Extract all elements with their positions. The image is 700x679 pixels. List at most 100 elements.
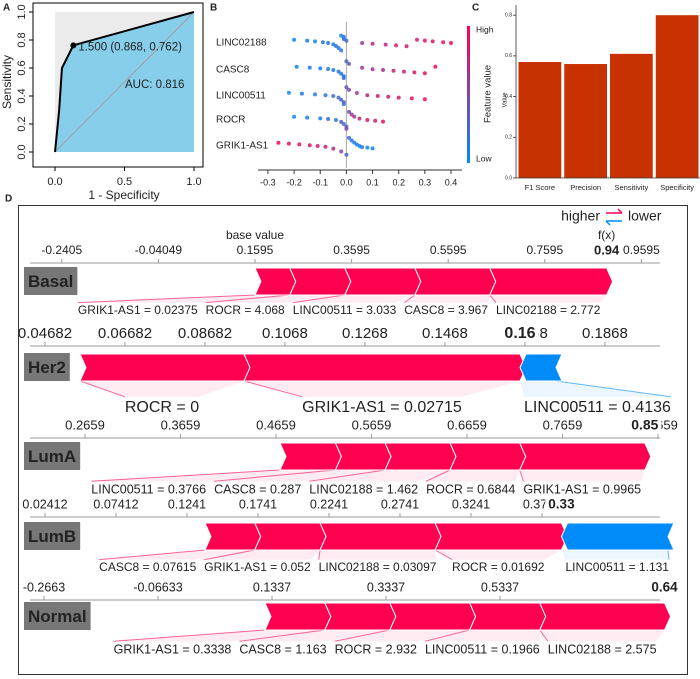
label-link-area — [435, 550, 562, 560]
label-link — [555, 380, 672, 398]
feature-label: LINC00511 = 0.3766 — [91, 482, 206, 496]
force-segment — [560, 522, 675, 551]
shap-point — [352, 114, 357, 119]
x-tick-label: 0.5659 — [352, 417, 392, 432]
x-tick-label: 0.5337 — [481, 580, 519, 594]
fx-label: f(x) — [598, 228, 615, 242]
shap-point — [336, 46, 341, 51]
label-link — [434, 549, 453, 561]
x-tick-label: 0.2241 — [310, 497, 348, 511]
shap-point — [365, 145, 370, 150]
feature-label: GRIK1-AS1 = 0.9965 — [523, 482, 641, 496]
x-tick-label: 0.1595 — [237, 243, 274, 257]
feature-label: GRIK1-AS1 — [216, 141, 269, 152]
shap-point — [349, 138, 354, 143]
x-tick-label: Precision — [570, 183, 601, 192]
force-segment — [518, 442, 652, 471]
shap-point — [341, 76, 346, 81]
y-tick-label: 0.0 — [16, 144, 28, 159]
shap-point — [381, 119, 386, 124]
label-link — [204, 549, 255, 561]
shap-point — [365, 93, 370, 98]
x-tick-label: 0.1241 — [168, 497, 206, 511]
label-link-area — [519, 470, 645, 482]
fx-background — [648, 580, 681, 595]
legend-lower: lower — [628, 208, 662, 224]
panel-label: C — [472, 3, 479, 14]
force-segment — [449, 442, 527, 471]
shap-point — [307, 65, 312, 70]
force-segment — [538, 602, 672, 631]
shap-point — [344, 85, 349, 90]
label-link — [334, 629, 390, 642]
label-link-area — [205, 295, 345, 303]
label-link-area — [292, 295, 415, 303]
shap-point — [381, 68, 386, 72]
label-link — [403, 294, 416, 304]
x-tick-label: -0.2 — [286, 177, 302, 187]
force-segment — [204, 522, 262, 551]
panel-b: B LINC02188 CASC8 LINC00511 ROCR GRIK1-AS1 -0.… — [210, 3, 494, 188]
shap-point — [360, 41, 365, 45]
bar — [518, 61, 562, 178]
shap-point — [286, 141, 291, 146]
shap-point — [422, 97, 427, 102]
feature-label: CASC8 = 0.287 — [214, 482, 301, 496]
label-link — [318, 549, 321, 560]
shap-point — [365, 118, 370, 122]
fx-value: 0.64 — [651, 580, 678, 595]
y-tick-label: 0.8 — [16, 32, 28, 47]
force-plot: 0.04682 0.06682 0.08682 0.1068 0.1268 0.1468 0… — [19, 325, 672, 416]
force-plot: -0.2663 -0.06633 0.1337 0.3337 0.5337 GRIK1-A… — [23, 580, 681, 656]
x-tick-label: 0.9595 — [623, 243, 660, 257]
y-tick-label: 0.2 — [505, 135, 512, 141]
x-tick-label: 0.1 — [366, 177, 379, 187]
force-segment — [519, 353, 563, 382]
class-label-box — [24, 267, 78, 295]
shap-point — [341, 102, 346, 107]
label-link-area — [80, 381, 244, 397]
fx-value: 0.85 — [631, 417, 658, 433]
shap-point — [373, 118, 378, 123]
x-tick-label: 0.2741 — [381, 497, 419, 511]
class-label-box — [24, 353, 70, 381]
class-label-box — [24, 522, 81, 550]
shap-point — [409, 96, 414, 101]
feature-label: ROCR = 0.01692 — [452, 560, 545, 574]
label-link — [113, 629, 266, 642]
class-label-box — [24, 602, 91, 630]
x-tick-label: 0.1268 — [342, 325, 388, 342]
shap-point — [299, 91, 304, 96]
label-link-area — [309, 470, 450, 482]
label-link — [667, 549, 670, 560]
fx-background — [590, 243, 623, 258]
shap-point — [370, 41, 375, 46]
shap-point — [318, 116, 323, 121]
feature-label: LINC00511 = 0.1966 — [425, 642, 540, 656]
feature-label: LINC00511 = 3.033 — [293, 303, 397, 317]
shap-point — [315, 144, 320, 148]
fx-value: 0.16 — [504, 325, 535, 342]
y-tick-label: 0.6 — [16, 60, 28, 75]
shap-point — [360, 145, 365, 150]
shap-point — [320, 40, 325, 45]
plot-frame — [32, 2, 204, 168]
shap-point — [339, 48, 344, 53]
feature-label: ROCR = 0.6844 — [426, 482, 515, 496]
feature-label: ROCR = 2.932 — [335, 642, 417, 656]
label-link-area — [539, 630, 665, 642]
force-segment — [384, 442, 457, 471]
fx-background — [501, 326, 539, 341]
bar — [610, 53, 653, 178]
x-axis-label: 1 - Specificity — [88, 188, 159, 202]
base-value-label: base value — [226, 228, 284, 242]
y-tick-label: 0.8 — [505, 13, 512, 19]
feature-label: ROCR = 4.068 — [206, 303, 285, 317]
x-tick-label: 0.1337 — [253, 580, 291, 594]
force-segment — [488, 267, 614, 296]
shap-point — [326, 117, 331, 122]
shap-point — [297, 142, 302, 147]
